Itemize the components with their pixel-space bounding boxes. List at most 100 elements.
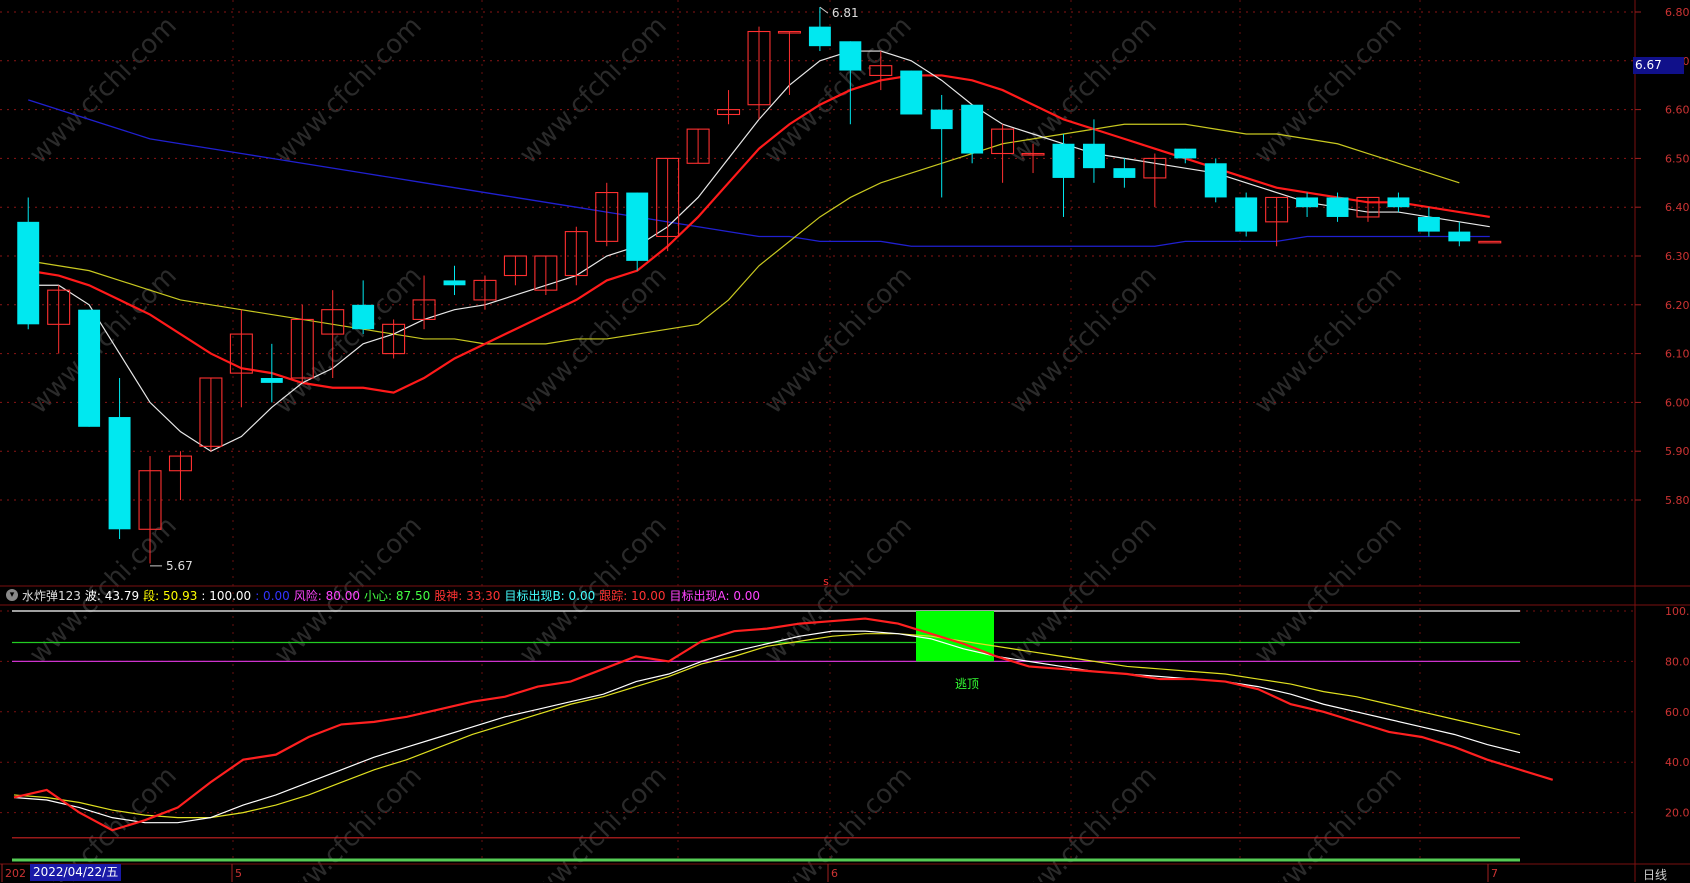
candle-body-up (564, 231, 588, 277)
candle-body-up (229, 333, 253, 374)
price-tick-label: 6.20 (1665, 299, 1690, 312)
watermark-text: www.cfchi.com (759, 11, 918, 170)
candle-body-up (1265, 196, 1289, 223)
candle-body-down (1174, 148, 1197, 159)
legend-item: : 0.00 (255, 588, 290, 603)
period-label[interactable]: 日线 (1643, 868, 1668, 882)
watermark-text: www.cfchi.com (1004, 261, 1163, 420)
indicator-tick-label: 20.00 (1665, 807, 1690, 820)
candle-body-up (777, 30, 801, 34)
time-axis: 202 5 6 7 (1, 864, 1498, 882)
price-tick-label: 6.80 (1665, 6, 1690, 19)
indicator-series-line (13, 633, 1521, 819)
watermark-text: www.cfchi.com (514, 261, 673, 420)
candle-body-up (595, 192, 619, 242)
candle-body-down (17, 221, 40, 325)
legend-item: 目标出现B: 0.00 (504, 588, 596, 603)
candle-body-up (503, 255, 527, 277)
candle-body-down (839, 41, 862, 71)
candle-body-down (260, 378, 283, 383)
watermark-text: www.cfchi.com (269, 11, 428, 170)
watermark-text: www.cfchi.com (24, 11, 183, 170)
candle-body-up (473, 279, 497, 301)
candle-body-down (1235, 197, 1258, 232)
price-tick-label: 6.10 (1665, 348, 1690, 361)
price-tick-label: 6.60 (1665, 104, 1690, 117)
candle-body-up (534, 255, 558, 291)
indicator-series-line (13, 630, 1521, 824)
legend-item: 股神: 33.30 (434, 588, 501, 603)
candle-body-down (900, 70, 923, 115)
price-tick-label: 6.00 (1665, 396, 1690, 409)
candle-body-down (1204, 163, 1227, 198)
watermark-text: www.cfchi.com (514, 11, 673, 170)
high-marker-arrow (819, 6, 829, 14)
candle-body-down (626, 192, 649, 261)
watermark-layer: www.cfchi.com www.cfchi.com www.cfchi.com w… (24, 11, 1408, 882)
candle-body-up (1478, 240, 1502, 244)
candle-body-down (808, 26, 831, 47)
indicator-series-line (13, 617, 1554, 832)
candle-body-up (991, 128, 1015, 155)
candle-body-up (199, 377, 223, 447)
indicator-tick-label: 40.00 (1665, 756, 1690, 769)
candle-body-up (869, 65, 893, 76)
ma-yellow-line (28, 123, 1460, 345)
indicator-tick-label: 80.00 (1665, 655, 1690, 668)
watermark-text: www.cfchi.com (269, 261, 428, 420)
candle-body-down (78, 309, 101, 427)
watermark-text: www.cfchi.com (1004, 511, 1163, 670)
legend-item: : 100.00 (201, 588, 252, 603)
candle-body-down (1296, 197, 1319, 208)
time-tick-label: 6 (831, 867, 838, 880)
candle-body-down (1448, 231, 1471, 242)
indicator-legend: ▾ 水炸弹123 波: 43.79 段: 50.93: 100.00: 0.00 风… (2, 586, 768, 604)
time-tick-label: 7 (1491, 867, 1498, 880)
legend-item: 小心: 87.50 (364, 588, 431, 603)
watermark-text: www.cfchi.com (1249, 511, 1408, 670)
candle-body-down (1387, 197, 1410, 208)
time-tick-label: 5 (235, 867, 242, 880)
collapse-icon[interactable]: ▾ (6, 589, 18, 601)
candle-body-up (1356, 196, 1380, 218)
candle-body-down (352, 304, 375, 330)
price-tick-label: 5.90 (1665, 445, 1690, 458)
legend-items: 波: 43.79 段: 50.93: 100.00: 0.00 风险: 80.00 小… (85, 587, 764, 604)
watermark-text: www.cfchi.com (1249, 11, 1408, 170)
watermark-text: www.cfchi.com (1249, 261, 1408, 420)
candle-body-up (1143, 157, 1167, 179)
indicator-lines: 逃顶 (12, 610, 1554, 862)
indicator-axis: 100.00 80.00 60.00 40.00 20.00 (1665, 605, 1690, 820)
candle-body-up (138, 470, 162, 530)
candle-body-up (47, 289, 71, 325)
legend-item: 目标出现A: 0.00 (669, 588, 761, 603)
legend-item: 跟踪: 10.00 (599, 588, 666, 603)
candle-body-up (747, 30, 771, 106)
price-tick-label: 6.40 (1665, 201, 1690, 214)
candle-body-down (1417, 216, 1440, 232)
candle-body-up (168, 455, 192, 472)
candle-body-up (382, 323, 406, 355)
signal-label: 逃顶 (955, 677, 979, 691)
time-tick-label: 202 (5, 867, 26, 880)
extreme-markers: 6.81 5.67 s (150, 6, 859, 588)
candle-body-down (1113, 168, 1136, 178)
candle-body-up (1021, 152, 1045, 156)
candle-body-up (717, 109, 741, 116)
high-marker-label: 6.81 (832, 6, 859, 20)
ma-red-line (28, 74, 1490, 394)
price-tick-label: 6.30 (1665, 250, 1690, 263)
indicator-name[interactable]: 水炸弹123 (22, 588, 81, 603)
price-axis: 6.806.706.606.506.406.306.206.106.005.90… (1635, 6, 1690, 507)
legend-item: 段: 50.93 (143, 588, 198, 603)
candle-body-down (930, 109, 953, 130)
candle-body-down (108, 417, 131, 530)
legend-item: 波: 43.79 (84, 588, 140, 603)
indicator-tick-label: 60.00 (1665, 706, 1690, 719)
low-marker-label: 5.67 (166, 559, 193, 573)
candle-body-down (1052, 143, 1075, 178)
candle-body-up (321, 309, 345, 335)
cursor-date-label: 2022/04/22/五 (30, 864, 122, 881)
